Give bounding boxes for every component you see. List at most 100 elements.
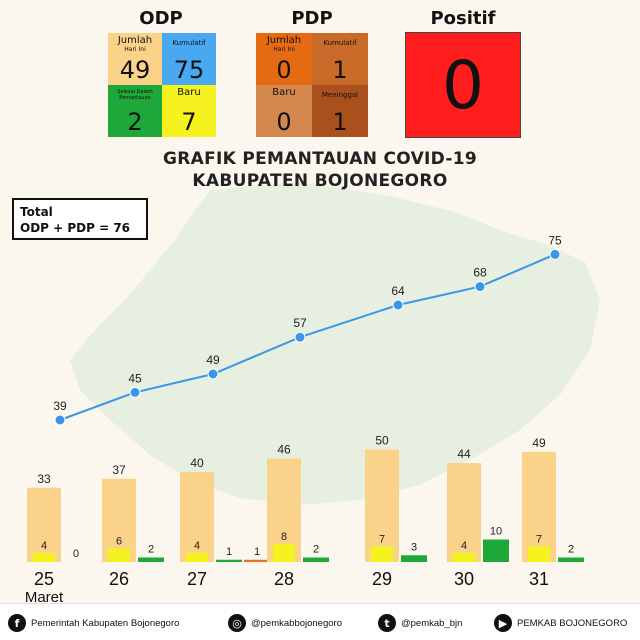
data-label-jumlah: 37	[112, 463, 126, 477]
data-label-jumlah: 40	[190, 456, 204, 470]
footer-twitter[interactable]: t @pemkab_bjn	[378, 613, 462, 633]
odp-kumulatif-cell: Kumulatif 75	[162, 33, 216, 85]
x-tick-label: 30	[454, 569, 474, 589]
data-label-kumulatif: 39	[53, 399, 67, 413]
odp-baru-cell: Baru 7	[162, 85, 216, 137]
data-label-kumulatif: 45	[128, 371, 142, 385]
bar-selesai	[483, 539, 509, 562]
data-label-baru: 6	[116, 536, 122, 548]
chart-title: GRAFIK PEMANTAUAN COVID-19 KABUPATEN BOJ…	[80, 148, 560, 192]
data-label-kumulatif: 68	[473, 266, 487, 280]
pdp-title: PDP	[291, 8, 333, 29]
bar-jumlah	[102, 478, 136, 562]
bar-jumlah	[365, 449, 399, 562]
pdp-meninggal-cell: Meninggal 1	[312, 85, 368, 137]
odp-selesai-label: Selesai Dalam Pemantauan	[117, 89, 153, 101]
data-label-selesai: 0	[73, 548, 79, 560]
point-kumulatif	[129, 386, 141, 398]
data-label-kumulatif: 49	[206, 353, 220, 367]
positif-cell: 0	[405, 32, 521, 138]
odp-title: ODP	[139, 8, 183, 29]
total-value: ODP + PDP = 76	[20, 221, 131, 235]
x-tick-label: 28	[274, 569, 294, 589]
pdp-kumulatif-value: 1	[332, 56, 348, 84]
facebook-icon: f	[8, 614, 26, 632]
pdp-meninggal-label: Meninggal	[321, 91, 359, 99]
bar-selesai	[303, 557, 329, 562]
bar-jumlah	[27, 487, 61, 562]
data-label-selesai: 3	[411, 541, 417, 553]
instagram-icon: ◎	[228, 614, 246, 632]
data-label-jumlah: 46	[277, 443, 291, 457]
x-tick-label: 31	[529, 569, 549, 589]
x-tick-label: 26	[109, 569, 129, 589]
chart-title-line-2: KABUPATEN BOJONEGORO	[192, 171, 448, 191]
footer-instagram[interactable]: ◎ @pemkabbojonegoro	[228, 613, 342, 633]
pdp-jumlah-cell: Jumlah Hari Ini 0	[256, 33, 312, 85]
bar-selesai	[558, 557, 584, 562]
bar-selesai	[138, 557, 164, 562]
pdp-baru-label: Baru	[272, 87, 296, 98]
footer: f Pemerintah Kabupaten Bojonegoro ◎ @pem…	[0, 603, 640, 640]
data-label-baru: 4	[461, 540, 467, 552]
youtube-icon: ▶	[494, 614, 512, 632]
twitter-icon: t	[378, 614, 396, 632]
bar-jumlah	[180, 472, 214, 562]
point-kumulatif	[294, 331, 306, 343]
data-label-kumulatif: 57	[293, 316, 307, 330]
data-label-jumlah: 50	[375, 434, 389, 448]
pdp-meninggal-value: 1	[332, 108, 348, 136]
data-label-baru: 8	[281, 531, 287, 543]
pdp-baru-cell: Baru 0	[256, 85, 312, 137]
footer-facebook[interactable]: f Pemerintah Kabupaten Bojonegoro	[8, 613, 179, 633]
x-tick-label: 29	[372, 569, 392, 589]
total-label: Total	[20, 205, 53, 219]
odp-jumlah-label: Jumlah	[117, 35, 153, 46]
footer-youtube[interactable]: ▶ PEMKAB BOJONEGORO	[494, 613, 627, 633]
footer-twitter-text: @pemkab_bjn	[401, 617, 463, 629]
pdp-kumulatif-label: Kumulatif	[323, 39, 357, 47]
odp-baru-value: 7	[181, 108, 197, 136]
data-label-selesai: 2	[568, 544, 574, 556]
data-label-selesai: 2	[148, 544, 154, 556]
chart-title-line-1: GRAFIK PEMANTAUAN COVID-19	[163, 149, 477, 169]
pdp-jumlah-label: Jumlah	[266, 35, 302, 46]
pdp-jumlah-sub: Hari Ini	[273, 46, 295, 53]
x-tick-label: 27	[187, 569, 207, 589]
odp-jumlah-sub: Hari Ini	[124, 46, 146, 53]
data-label-kumulatif: 75	[548, 233, 562, 247]
data-label-baru: 7	[379, 533, 385, 545]
bar-jumlah	[447, 463, 481, 562]
odp-jumlah-cell: Jumlah Hari Ini 49	[108, 33, 162, 85]
footer-youtube-text: PEMKAB BOJONEGORO	[517, 617, 628, 629]
point-kumulatif	[392, 299, 404, 311]
total-box: Total ODP + PDP = 76	[12, 198, 148, 240]
odp-baru-label: Baru	[177, 87, 201, 98]
x-sublabel: Maret	[25, 589, 64, 606]
positif-value: 0	[442, 47, 484, 124]
bar-baru	[33, 553, 55, 562]
bar-baru	[186, 553, 208, 562]
pdp-jumlah-value: 0	[276, 56, 292, 84]
footer-facebook-text: Pemerintah Kabupaten Bojonegoro	[31, 617, 180, 629]
data-label-baru: 4	[194, 540, 200, 552]
odp-selesai-value: 2	[127, 108, 143, 136]
point-kumulatif	[207, 368, 219, 380]
pdp-kumulatif-cell: Kumulatif 1	[312, 33, 368, 85]
data-label-jumlah: 33	[37, 472, 51, 486]
odp-kumulatif-value: 75	[173, 56, 205, 84]
data-label-kumulatif: 64	[391, 284, 405, 298]
point-kumulatif	[474, 281, 486, 293]
odp-kumulatif-label: Kumulatif	[172, 39, 206, 47]
positif-title: Positif	[430, 8, 496, 29]
data-label-selesai: 10	[490, 526, 502, 538]
bar-baru	[273, 544, 295, 562]
bar-pdp	[244, 559, 270, 562]
data-label-pdp: 1	[254, 546, 260, 558]
odp-selesai-cell: Selesai Dalam Pemantauan 2	[108, 85, 162, 137]
bar-jumlah	[522, 451, 556, 562]
data-label-baru: 7	[536, 533, 542, 545]
odp-jumlah-value: 49	[119, 56, 151, 84]
